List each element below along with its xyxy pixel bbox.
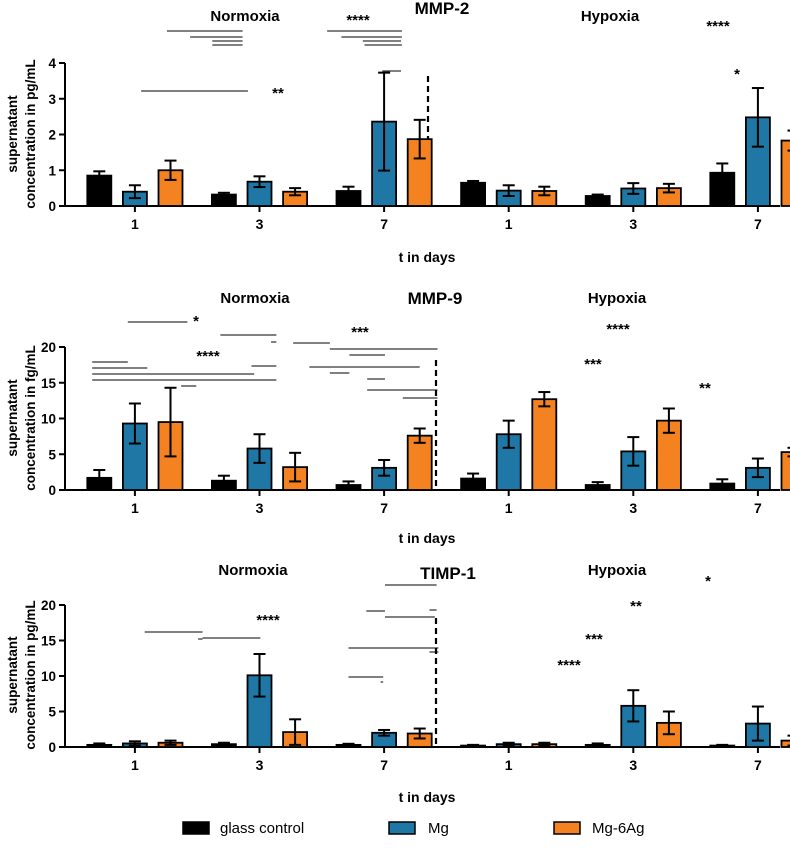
significance-label: **** [346, 12, 370, 29]
bar-mg-6ag [782, 452, 790, 490]
bar-glass-control [461, 183, 485, 206]
significance-label: *** [351, 324, 369, 341]
y-tick-label: 3 [48, 92, 56, 107]
chart-title: MMP-9 [408, 289, 463, 308]
significance-group: *** [309, 356, 602, 379]
significance-group: **** [293, 321, 630, 355]
condition-label-normoxia: Normoxia [218, 562, 288, 579]
x-axis-label: t in days [399, 789, 456, 805]
x-tick-label: 1 [505, 500, 513, 516]
significance-group: * [128, 313, 199, 330]
x-tick-label: 7 [754, 216, 762, 232]
y-axis-label-line1: supernatant [5, 379, 20, 457]
legend-label-mg-6ag: Mg-6Ag [592, 820, 645, 837]
y-tick-label: 15 [41, 634, 57, 649]
x-tick-label: 3 [629, 757, 637, 773]
legend-swatch-glass-control [183, 822, 209, 834]
bar-mg-6ag [532, 399, 556, 490]
y-tick-label: 15 [41, 376, 57, 391]
x-tick-label: 7 [380, 500, 388, 516]
condition-label-hypoxia: Hypoxia [588, 562, 647, 579]
significance-label: ** [630, 598, 642, 615]
x-axis-label: t in days [399, 530, 456, 546]
x-tick-label: 7 [754, 757, 762, 773]
x-tick-label: 1 [505, 216, 513, 232]
y-axis-label-line1: supernatant [5, 636, 20, 714]
legend-swatch-mg [389, 822, 415, 834]
x-tick-label: 7 [754, 500, 762, 516]
y-tick-label: 1 [48, 163, 56, 178]
x-tick-label: 1 [131, 500, 139, 516]
significance-label: * [705, 573, 711, 590]
significance-label: **** [606, 321, 630, 338]
bar-mg-6ag [408, 436, 432, 490]
y-tick-label: 0 [48, 740, 56, 755]
y-axis-label-line1: supernatant [5, 95, 20, 173]
significance-label: **** [557, 657, 581, 674]
x-tick-label: 1 [131, 757, 139, 773]
x-tick-label: 3 [256, 500, 264, 516]
significance-group: **** [327, 18, 730, 45]
y-tick-label: 10 [41, 669, 56, 684]
significance-group: ** [367, 380, 711, 398]
x-tick-label: 1 [505, 757, 513, 773]
y-tick-label: 4 [48, 56, 56, 71]
x-tick-label: 3 [256, 216, 264, 232]
significance-label: **** [196, 348, 220, 365]
significance-group: ** [141, 85, 284, 102]
y-tick-label: 10 [41, 412, 56, 427]
significance-label: * [734, 66, 740, 83]
y-tick-label: 2 [48, 128, 56, 143]
condition-label-normoxia: Normoxia [220, 290, 290, 307]
y-tick-label: 20 [41, 598, 56, 613]
legend-swatch-mg-6ag [554, 822, 580, 834]
significance-label: **** [256, 612, 280, 629]
x-tick-label: 3 [256, 757, 264, 773]
x-tick-label: 3 [629, 216, 637, 232]
significance-group: ** [366, 598, 642, 617]
significance-group: *** [220, 324, 369, 342]
condition-label-hypoxia: Hypoxia [588, 290, 647, 307]
significance-label: **** [706, 18, 730, 35]
x-axis-label: t in days [399, 249, 456, 265]
significance-label: ** [272, 85, 284, 102]
y-tick-label: 5 [48, 705, 56, 720]
legend-label-glass-control: glass control [220, 820, 304, 837]
x-tick-label: 3 [629, 500, 637, 516]
significance-label: *** [584, 356, 602, 373]
legend-label-mg: Mg [428, 820, 449, 837]
x-tick-label: 1 [131, 216, 139, 232]
significance-group: **** [92, 348, 276, 386]
condition-label-normoxia: Normoxia [210, 8, 280, 25]
significance-group: **** [349, 657, 581, 682]
x-tick-label: 7 [380, 757, 388, 773]
y-tick-label: 0 [48, 483, 56, 498]
significance-group: **** [145, 612, 280, 639]
y-axis-label-line2: concentration in pg/mL [23, 59, 38, 208]
y-axis-label-line2: concentration in fg/mL [23, 345, 38, 491]
condition-label-hypoxia: Hypoxia [581, 8, 640, 25]
significance-group: * [382, 66, 740, 83]
legend: glass control Mg Mg-6Ag [183, 820, 645, 837]
significance-label: ** [699, 380, 711, 397]
significance-label: *** [585, 631, 603, 648]
significance-group: *** [349, 631, 603, 652]
y-tick-label: 5 [48, 447, 56, 462]
x-tick-label: 7 [380, 216, 388, 232]
significance-label: * [193, 313, 199, 330]
chart-title: MMP-2 [415, 0, 470, 18]
y-axis-label-line2: concentration in pg/mL [23, 600, 38, 749]
y-tick-label: 0 [48, 199, 56, 214]
chart-title: TIMP-1 [420, 564, 476, 583]
y-tick-label: 20 [41, 340, 56, 355]
